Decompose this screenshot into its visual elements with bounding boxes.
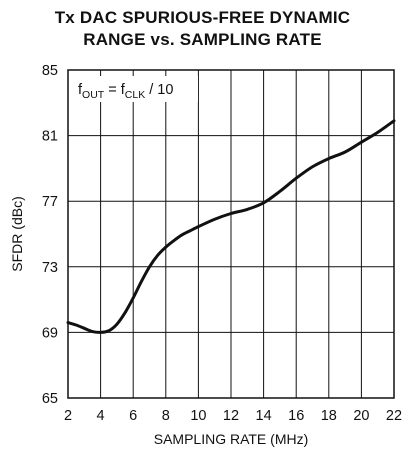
grid-lines (68, 70, 394, 398)
x-tick-label-6: 6 (129, 408, 137, 424)
chart-title-line-2: RANGE vs. SAMPLING RATE (83, 30, 322, 49)
y-tick-label-81: 81 (42, 129, 58, 145)
y-tick-labels: 65 69 73 77 81 85 (42, 63, 58, 407)
x-tick-label-4: 4 (97, 408, 105, 424)
y-tick-label-69: 69 (42, 325, 58, 341)
annotation-sub-out: OUT (82, 89, 105, 101)
x-tick-label-8: 8 (162, 408, 170, 424)
x-tick-label-18: 18 (321, 408, 337, 424)
plot-frame (67, 69, 395, 399)
annotation-background (72, 76, 198, 102)
annotation-sub-clk: CLK (125, 89, 145, 101)
x-tick-label-10: 10 (190, 408, 206, 424)
y-tick-label-85: 85 (42, 63, 58, 79)
x-tick-label-12: 12 (223, 408, 239, 424)
x-tick-label-22: 22 (386, 408, 402, 424)
sfdr-series-line (66, 119, 396, 334)
frequency-annotation: fOUT = fCLK / 10 (78, 82, 173, 101)
x-tick-label-20: 20 (353, 408, 369, 424)
annotation-f: f (78, 82, 83, 98)
x-tick-label-16: 16 (288, 408, 304, 424)
x-tick-label-14: 14 (256, 408, 272, 424)
chart-title-line-1: Tx DAC SPURIOUS-FREE DYNAMIC (54, 8, 351, 27)
annotation-tail: / 10 (145, 82, 173, 98)
x-tick-label-2: 2 (64, 408, 72, 424)
y-tick-label-73: 73 (42, 260, 58, 276)
x-tick-labels: 2 4 6 8 10 12 14 16 18 20 22 (64, 408, 402, 424)
x-axis-label: SAMPLING RATE (MHz) (154, 431, 309, 447)
y-tick-label-65: 65 (42, 391, 58, 407)
y-tick-label-77: 77 (42, 194, 58, 210)
y-axis-label: SFDR (dBc) (9, 196, 25, 271)
annotation-equals: = f (104, 82, 126, 98)
